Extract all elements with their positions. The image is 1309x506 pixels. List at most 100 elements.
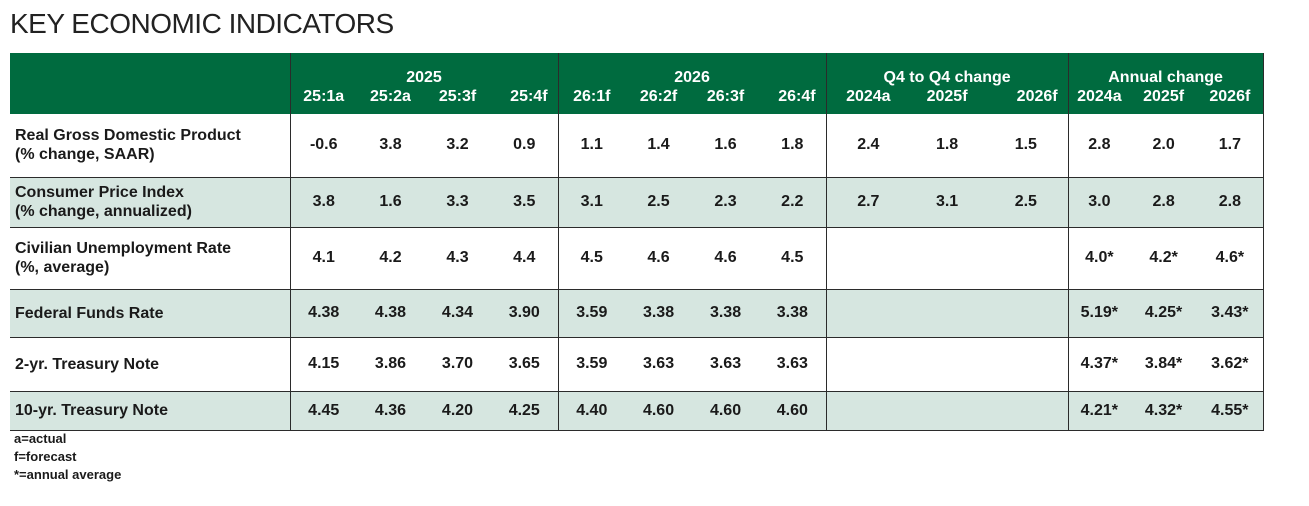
- value-cell: 3.5: [491, 177, 559, 228]
- row-label: 10-yr. Treasury Note: [10, 391, 290, 431]
- table-row: Federal Funds Rate 4.38 4.38 4.34 3.90 3.59 3.…: [10, 289, 1264, 338]
- value-cell: 3.90: [491, 289, 559, 338]
- table-row: Consumer Price Index (% change, annualize…: [10, 177, 1264, 228]
- column-header-row: 25:1a 25:2a 25:3f 25:4f 26:1f 26:2f 26:3f 26:4f…: [10, 88, 1264, 114]
- value-cell: 4.55*: [1197, 391, 1264, 431]
- value-cell: 4.6: [692, 227, 760, 290]
- row-label: Real Gross Domestic Product (% change, SA…: [10, 114, 290, 178]
- column-header: 25:4f: [491, 88, 559, 114]
- row-label-main: Real Gross Domestic Product: [15, 127, 241, 145]
- row-label: 2-yr. Treasury Note: [10, 337, 290, 392]
- value-cell: 2.8: [1067, 114, 1131, 178]
- value-cell: [984, 227, 1069, 290]
- page-title: KEY ECONOMIC INDICATORS: [10, 8, 394, 39]
- value-cell: 4.38: [289, 289, 357, 338]
- value-cell: 4.45: [289, 391, 357, 431]
- column-header: 2025f: [1130, 88, 1198, 114]
- footnotes: a=actual f=forecast *=annual average: [14, 430, 121, 484]
- value-cell: 2.0: [1130, 114, 1198, 178]
- value-cell: 3.63: [759, 337, 827, 392]
- value-cell: 4.60: [692, 391, 760, 431]
- row-label-main: 10-yr. Treasury Note: [15, 402, 168, 419]
- value-cell: 2.8: [1130, 177, 1198, 228]
- value-cell: 3.84*: [1130, 337, 1198, 392]
- value-cell: 2.5: [625, 177, 693, 228]
- value-cell: 1.6: [692, 114, 760, 178]
- column-header: 2024a: [1067, 88, 1131, 114]
- value-cell: 4.21*: [1067, 391, 1131, 431]
- value-cell: 4.1: [289, 227, 357, 290]
- row-label: Civilian Unemployment Rate (%, average): [10, 227, 290, 290]
- table-row: Real Gross Domestic Product (% change, SA…: [10, 114, 1264, 178]
- value-cell: 4.4: [491, 227, 559, 290]
- value-cell: 3.63: [625, 337, 693, 392]
- value-cell: 3.62*: [1197, 337, 1264, 392]
- value-cell: [825, 337, 911, 392]
- group-header-2026: 2026: [557, 53, 827, 88]
- value-cell: 3.65: [491, 337, 559, 392]
- value-cell: 1.8: [759, 114, 827, 178]
- value-cell: 2.4: [825, 114, 911, 178]
- value-cell: 4.6*: [1197, 227, 1264, 290]
- group-header-row: 2025 2026 Q4 to Q4 change Annual change: [10, 53, 1264, 114]
- value-cell: 3.38: [759, 289, 827, 338]
- value-cell: 2.3: [692, 177, 760, 228]
- row-label-main: Federal Funds Rate: [15, 304, 164, 322]
- value-cell: [825, 227, 911, 290]
- value-cell: [910, 227, 985, 290]
- footnote-forecast: f=forecast: [14, 449, 77, 464]
- value-cell: 3.86: [357, 337, 424, 392]
- value-cell: 4.5: [759, 227, 827, 290]
- value-cell: 4.2*: [1130, 227, 1198, 290]
- row-label: Federal Funds Rate: [10, 289, 290, 338]
- value-cell: -0.6: [289, 114, 357, 178]
- value-cell: 3.3: [424, 177, 491, 228]
- value-cell: 4.60: [759, 391, 827, 431]
- row-label-sub: (% change, annualized): [15, 203, 192, 220]
- group-header-q4-to-q4: Q4 to Q4 change: [825, 53, 1069, 88]
- value-cell: 2.7: [825, 177, 911, 228]
- value-cell: [910, 391, 985, 431]
- group-header-2025: 2025: [289, 53, 559, 88]
- column-header: 26:2f: [625, 88, 693, 114]
- row-label-main: 2-yr. Treasury Note: [15, 355, 160, 373]
- value-cell: 3.59: [557, 289, 626, 338]
- table-row: 2-yr. Treasury Note 4.15 3.86 3.70 3.65 3.59 3…: [10, 337, 1264, 392]
- value-cell: [910, 337, 985, 392]
- value-cell: 3.63: [692, 337, 760, 392]
- value-cell: 3.0: [1067, 177, 1131, 228]
- row-label-main: Consumer Price Index: [15, 184, 184, 201]
- column-header: 25:1a: [289, 88, 357, 114]
- value-cell: [825, 289, 911, 338]
- value-cell: 4.25: [491, 391, 559, 431]
- value-cell: 4.38: [357, 289, 424, 338]
- value-cell: 1.4: [625, 114, 693, 178]
- value-cell: 4.37*: [1067, 337, 1131, 392]
- table-row: 10-yr. Treasury Note 4.45 4.36 4.20 4.25 4.40…: [10, 391, 1264, 431]
- column-header: 2026f: [1197, 88, 1264, 114]
- column-header: 26:4f: [759, 88, 827, 114]
- column-header: 2024a: [825, 88, 911, 114]
- column-header: 25:2a: [357, 88, 424, 114]
- column-header: 25:3f: [424, 88, 491, 114]
- value-cell: 3.43*: [1197, 289, 1264, 338]
- row-label-main: Civilian Unemployment Rate: [15, 240, 232, 257]
- value-cell: [910, 289, 985, 338]
- value-cell: 4.32*: [1130, 391, 1198, 431]
- value-cell: 1.8: [910, 114, 985, 178]
- value-cell: 3.8: [357, 114, 424, 178]
- value-cell: 1.5: [984, 114, 1069, 178]
- value-cell: 3.70: [424, 337, 491, 392]
- row-label-sub: (% change, SAAR): [15, 146, 155, 164]
- indicators-body: Real Gross Domestic Product (% change, SA…: [10, 114, 1264, 431]
- value-cell: 2.8: [1197, 177, 1264, 228]
- value-cell: [984, 289, 1069, 338]
- value-cell: 3.59: [557, 337, 626, 392]
- column-header: 2026f: [984, 88, 1069, 114]
- table-row: Civilian Unemployment Rate (%, average) 4.…: [10, 227, 1264, 290]
- value-cell: 3.38: [625, 289, 693, 338]
- value-cell: 4.5: [557, 227, 626, 290]
- value-cell: 2.2: [759, 177, 827, 228]
- value-cell: 4.36: [357, 391, 424, 431]
- footnote-actual: a=actual: [14, 431, 67, 446]
